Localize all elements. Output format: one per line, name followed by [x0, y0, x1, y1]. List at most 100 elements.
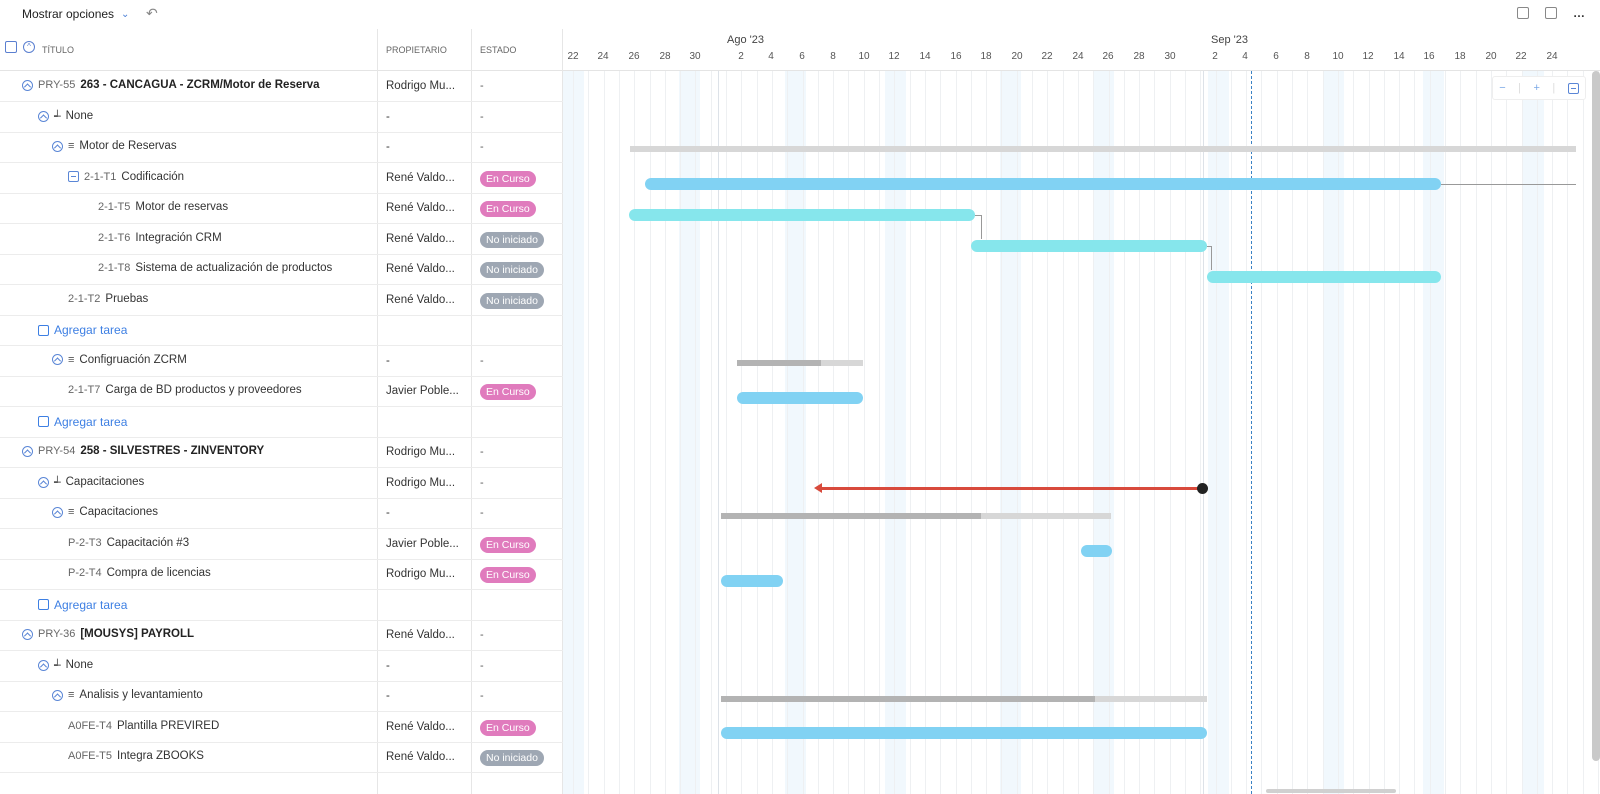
owner-cell[interactable]: Rodrigo Mu...	[386, 446, 456, 458]
status-badge[interactable]: En Curso	[480, 170, 536, 187]
collapse-icon[interactable]	[22, 628, 33, 640]
table-row[interactable]: 2-1-T6 Integración CRM René Valdo... No ini…	[0, 224, 563, 255]
owner-cell[interactable]: -	[386, 354, 390, 367]
undo-icon[interactable]: ↶	[146, 5, 158, 21]
status-cell[interactable]: -	[480, 446, 484, 458]
status-badge[interactable]: No iniciado	[480, 262, 544, 278]
owner-cell[interactable]: Rodrigo Mu...	[386, 568, 456, 580]
expand-icon[interactable]	[1545, 7, 1557, 19]
collapse-subtasks-icon[interactable]	[68, 171, 79, 182]
add-task-link[interactable]: Agregar tarea	[54, 323, 128, 337]
vertical-scrollbar[interactable]	[1592, 71, 1600, 761]
table-row[interactable]: 2-1-T1 Codificación René Valdo... En Curso	[0, 163, 563, 194]
task-bar[interactable]	[1081, 545, 1112, 557]
table-row[interactable]: 2-1-T2 Pruebas René Valdo... No iniciado	[0, 285, 563, 316]
row-title[interactable]: ≡ Capacitaciones	[52, 506, 158, 518]
summary-bar[interactable]	[737, 360, 863, 366]
collapse-icon[interactable]	[52, 140, 63, 152]
owner-cell[interactable]: René Valdo...	[386, 263, 455, 275]
table-row[interactable]: 2-1-T8 Sistema de actualización de produc…	[0, 254, 563, 285]
milestone-line[interactable]	[820, 487, 1202, 490]
collapse-icon[interactable]	[38, 659, 49, 671]
summary-bar[interactable]	[721, 696, 1207, 702]
owner-cell[interactable]: René Valdo...	[386, 751, 455, 763]
owner-cell[interactable]: René Valdo...	[386, 171, 455, 184]
owner-cell[interactable]: -	[386, 690, 390, 702]
summary-bar[interactable]	[721, 513, 1111, 519]
row-title[interactable]: Agregar tarea	[38, 415, 127, 429]
table-row[interactable]: ≡ Motor de Reservas - -	[0, 132, 563, 163]
zoom-in-button[interactable]: +	[1533, 82, 1540, 94]
owner-cell[interactable]: René Valdo...	[386, 293, 455, 306]
add-task-row[interactable]: Agregar tarea	[0, 407, 563, 438]
task-bar[interactable]	[971, 240, 1207, 252]
owner-cell[interactable]: René Valdo...	[386, 629, 455, 641]
status-cell[interactable]: -	[480, 507, 484, 519]
row-title[interactable]: ≡ Configruación ZCRM	[52, 354, 187, 366]
owner-cell[interactable]: René Valdo...	[386, 232, 455, 245]
owner-cell[interactable]: René Valdo...	[386, 720, 455, 733]
status-cell[interactable]: -	[480, 659, 484, 672]
task-bar[interactable]	[645, 178, 1441, 190]
table-row[interactable]: A0FE-T5 Integra ZBOOKS René Valdo... No ini…	[0, 742, 563, 773]
table-row[interactable]: PRY-36 [MOUSYS] PAYROLL René Valdo... -	[0, 620, 563, 651]
row-title[interactable]: A0FE-T5 Integra ZBOOKS	[68, 750, 204, 762]
row-title[interactable]: PRY-55 263 - CANCAGUA - ZCRM/Motor de Res…	[22, 79, 320, 91]
owner-cell[interactable]: Rodrigo Mu...	[386, 80, 456, 92]
collapse-icon[interactable]	[38, 110, 49, 122]
status-badge[interactable]: No iniciado	[480, 750, 544, 766]
row-title[interactable]: ≡ Motor de Reservas	[52, 140, 177, 152]
status-badge[interactable]: En Curso	[480, 201, 536, 217]
task-bar[interactable]	[737, 392, 863, 404]
column-status[interactable]: Estado	[480, 45, 517, 55]
status-badge[interactable]: En Curso	[480, 567, 536, 583]
row-title[interactable]: ┵ Capacitaciones	[38, 476, 144, 489]
owner-cell[interactable]: -	[386, 141, 390, 153]
table-row[interactable]: A0FE-T4 Plantilla PREVIRED René Valdo... En…	[0, 712, 563, 743]
row-title[interactable]: Agregar tarea	[38, 598, 127, 612]
column-title[interactable]: Título	[42, 45, 75, 55]
collapse-icon[interactable]	[22, 445, 33, 457]
row-title[interactable]: 2-1-T2 Pruebas	[68, 293, 148, 305]
row-title[interactable]: P-2-T4 Compra de licencias	[68, 567, 211, 579]
row-title[interactable]: PRY-54 258 - SILVESTRES - ZINVENTORY	[22, 445, 264, 457]
add-task-link[interactable]: Agregar tarea	[54, 597, 128, 612]
collapse-icon[interactable]	[38, 476, 49, 488]
collapse-icon[interactable]	[52, 506, 63, 518]
row-title[interactable]: Agregar tarea	[38, 323, 127, 337]
table-row[interactable]: 2-1-T7 Carga de BD productos y proveedore…	[0, 376, 563, 407]
table-row[interactable]: ┵ None - -	[0, 651, 563, 682]
table-row[interactable]: ≡ Capacitaciones - -	[0, 498, 563, 529]
task-bar[interactable]	[629, 209, 975, 221]
status-cell[interactable]: -	[480, 80, 484, 92]
row-title[interactable]: PRY-36 [MOUSYS] PAYROLL	[22, 628, 194, 640]
row-title[interactable]: ┵ None	[38, 110, 93, 123]
owner-cell[interactable]: Javier Poble...	[386, 537, 459, 550]
status-cell[interactable]: -	[480, 141, 484, 153]
status-badge[interactable]: En Curso	[480, 384, 536, 400]
collapse-icon[interactable]	[52, 689, 63, 701]
more-icon[interactable]: …	[1573, 6, 1586, 20]
row-title[interactable]: A0FE-T4 Plantilla PREVIRED	[68, 720, 219, 732]
task-bar[interactable]	[1207, 271, 1441, 283]
show-options-dropdown[interactable]: Mostrar opciones ⌄	[22, 7, 129, 21]
add-column-icon[interactable]	[5, 41, 17, 53]
chart-icon[interactable]	[1517, 7, 1529, 19]
table-row[interactable]: ┵ Capacitaciones Rodrigo Mu... -	[0, 468, 563, 499]
owner-cell[interactable]: -	[386, 507, 390, 519]
status-cell[interactable]: -	[480, 110, 484, 123]
collapse-all-icon[interactable]: ^	[23, 41, 35, 53]
table-row[interactable]: P-2-T3 Capacitación #3 Javier Poble... En C…	[0, 529, 563, 560]
zoom-out-button[interactable]: −	[1499, 82, 1506, 94]
collapse-icon[interactable]	[22, 79, 33, 91]
collapse-icon[interactable]	[52, 354, 63, 365]
table-row[interactable]: ≡ Configruación ZCRM - -	[0, 346, 563, 377]
column-owner[interactable]: Propietario	[386, 45, 447, 55]
table-row[interactable]: PRY-55 263 - CANCAGUA - ZCRM/Motor de Res…	[0, 71, 563, 102]
status-cell[interactable]: -	[480, 690, 484, 702]
add-task-row[interactable]: Agregar tarea	[0, 315, 563, 346]
add-task-link[interactable]: Agregar tarea	[54, 414, 128, 429]
row-title[interactable]: 2-1-T8 Sistema de actualización de produc…	[98, 262, 332, 274]
table-row[interactable]: 2-1-T5 Motor de reservas René Valdo... En C…	[0, 193, 563, 224]
row-title[interactable]: 2-1-T5 Motor de reservas	[98, 201, 228, 213]
